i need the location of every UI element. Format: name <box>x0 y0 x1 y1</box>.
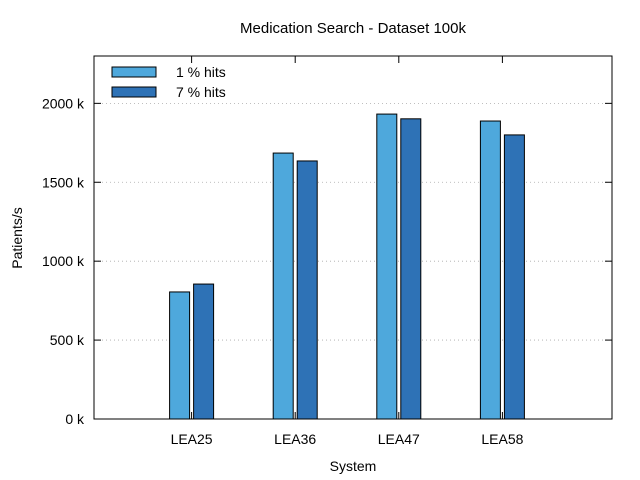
plot-frame <box>93 55 613 420</box>
bar-lea47-series-2 <box>400 118 422 420</box>
bar-lea58-series-2 <box>503 134 525 420</box>
y-tick-label: 0 k <box>65 411 85 427</box>
y-tick-label: 1500 k <box>42 174 85 190</box>
y-axis-label: Patients/s <box>9 207 25 268</box>
x-tick-label: LEA58 <box>481 431 523 447</box>
legend-label: 7 % hits <box>176 84 226 100</box>
chart-title: Medication Search - Dataset 100k <box>240 20 466 37</box>
x-tick-label: LEA36 <box>274 431 316 447</box>
bar-lea25-series-1 <box>169 291 191 420</box>
legend: 1 % hits 7 % hits <box>111 64 226 100</box>
bar-lea47-series-1 <box>376 113 398 420</box>
bar-lea36-series-2 <box>296 160 318 420</box>
legend-swatch <box>111 66 157 78</box>
y-tick-label: 500 k <box>50 332 85 348</box>
y-tick-label: 1000 k <box>42 253 85 269</box>
bar-lea25-series-2 <box>193 283 215 420</box>
bars <box>169 113 525 420</box>
bar-lea58-series-1 <box>479 120 501 420</box>
x-tick-label: LEA25 <box>171 431 213 447</box>
y-tick-label: 2000 k <box>42 95 85 111</box>
bar-lea36-series-1 <box>272 152 294 420</box>
x-axis-ticks: LEA25 LEA36 LEA47 LEA58 <box>171 56 524 447</box>
x-axis-label: System <box>330 458 377 474</box>
legend-swatch <box>111 86 157 98</box>
x-tick-label: LEA47 <box>378 431 420 447</box>
legend-label: 1 % hits <box>176 64 226 80</box>
y-axis-ticks: 0 k 500 k 1000 k 1500 k 2000 k <box>42 95 612 427</box>
